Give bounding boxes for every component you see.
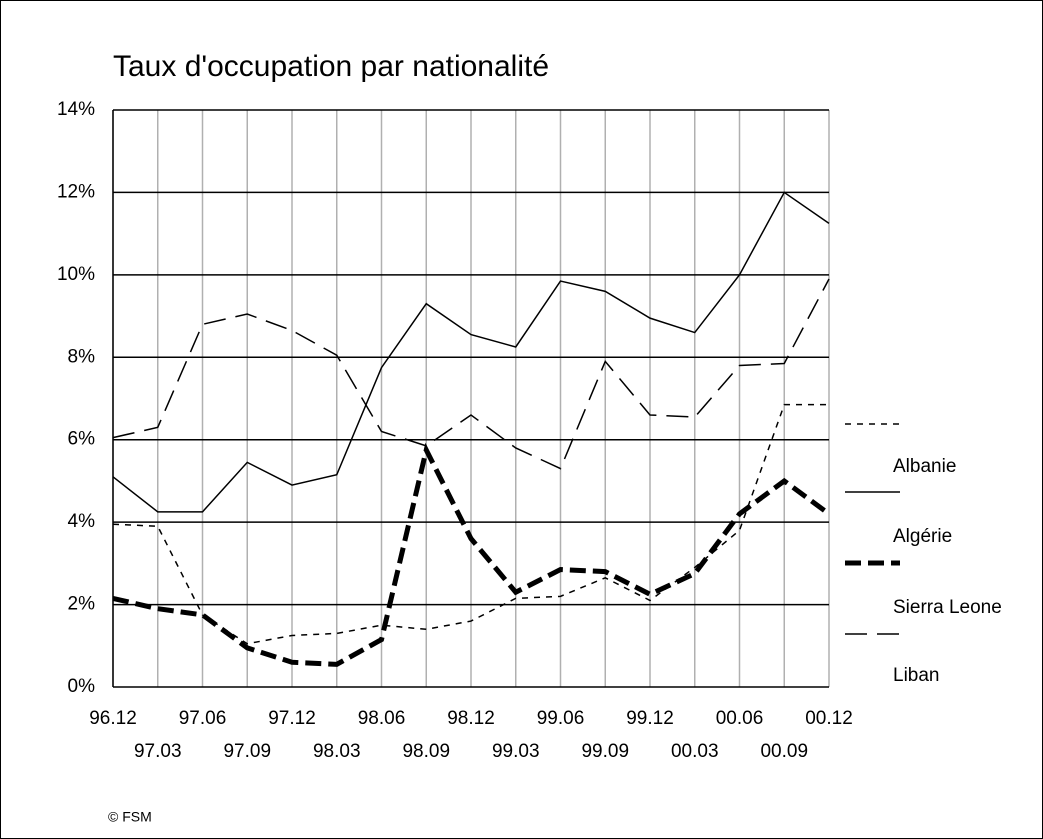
- x-tick-label: 99.06: [537, 708, 585, 729]
- y-tick-label: 14%: [57, 99, 95, 120]
- chart-title: Taux d'occupation par nationalité: [113, 50, 549, 83]
- x-tick-label: 00.06: [716, 708, 764, 729]
- legend-label: Algérie: [893, 526, 952, 547]
- y-tick-label: 2%: [68, 594, 96, 615]
- x-tick-label: 00.03: [671, 741, 719, 762]
- y-tick-label: 6%: [68, 429, 96, 450]
- x-tick-label: 98.06: [358, 708, 406, 729]
- data-line: [112, 191, 830, 513]
- x-tick-label: 98.09: [402, 741, 450, 762]
- data-line: [112, 403, 829, 645]
- footer: © FSM: [108, 809, 152, 825]
- x-tick-label: 98.03: [313, 741, 361, 762]
- y-tick-label: 10%: [57, 264, 95, 285]
- x-tick-label: 97.03: [134, 741, 182, 762]
- legend-label: Albanie: [893, 456, 956, 477]
- x-tick-label: 96.12: [89, 708, 137, 729]
- data-line: [112, 278, 830, 470]
- x-tick-label: 99.09: [581, 741, 629, 762]
- x-tick-label: 97.12: [268, 708, 316, 729]
- x-tick-label: 97.09: [223, 741, 271, 762]
- x-tick-label: 99.12: [626, 708, 674, 729]
- y-tick-label: 4%: [68, 511, 96, 532]
- y-tick-label: 12%: [57, 181, 95, 202]
- data-line: [112, 442, 831, 667]
- x-tick-label: 99.03: [492, 741, 540, 762]
- legend-label: Sierra Leone: [893, 597, 1002, 618]
- y-tick-label: 8%: [68, 346, 96, 367]
- x-tick-label: 00.09: [760, 741, 808, 762]
- legend-label: Liban: [893, 665, 940, 686]
- y-tick-label: 0%: [68, 676, 96, 697]
- x-tick-label: 00.12: [805, 708, 853, 729]
- x-tick-label: 98.12: [447, 708, 495, 729]
- x-tick-label: 97.06: [179, 708, 227, 729]
